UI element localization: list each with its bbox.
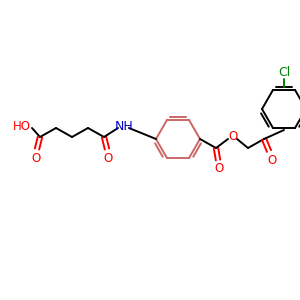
Text: O: O (214, 163, 224, 176)
Text: HO: HO (13, 121, 31, 134)
Text: O: O (32, 152, 40, 164)
Text: O: O (228, 130, 238, 143)
Text: Cl: Cl (278, 65, 290, 79)
Text: NH: NH (115, 119, 134, 133)
Text: O: O (267, 154, 277, 166)
Text: O: O (103, 152, 112, 164)
